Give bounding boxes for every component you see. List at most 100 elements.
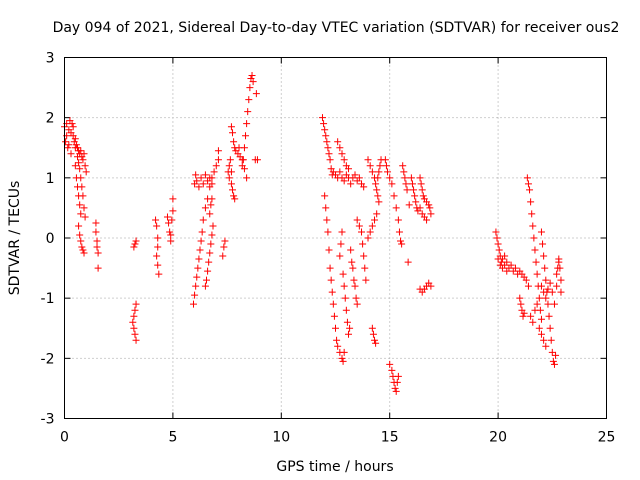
data-point [191,291,199,299]
data-point [398,240,406,248]
data-point [533,300,541,308]
data-point [242,132,250,140]
data-point [74,183,82,191]
data-point [348,258,356,266]
data-point [239,156,247,164]
data-point [511,264,519,272]
data-point [336,144,344,152]
data-point [345,165,353,173]
data-point [382,162,390,170]
data-point [355,222,363,230]
data-point [337,240,345,248]
data-point [245,96,253,104]
data-point [405,201,413,209]
data-point [532,258,540,266]
data-point [368,324,376,332]
data-point [503,267,511,275]
data-point [193,273,201,281]
data-point [392,387,400,395]
data-point [375,168,383,176]
data-point [535,324,543,332]
data-point [338,228,346,236]
data-point [230,138,238,146]
data-point [80,249,88,257]
x-tick-label: 5 [168,430,177,446]
data-point [253,156,261,164]
data-point [549,357,557,365]
data-point [240,165,248,173]
data-point [324,228,332,236]
data-point [404,258,412,266]
data-point [545,312,553,320]
data-point [417,180,425,188]
data-point [401,174,409,182]
data-point [131,240,139,248]
data-point [246,84,254,92]
data-point [351,171,359,179]
y-tick-label: 2 [46,111,55,127]
data-point [394,372,402,380]
y-tick-label: -3 [41,412,55,428]
data-point [79,156,87,164]
data-point [334,342,342,350]
data-point [523,174,531,182]
data-point [229,186,237,194]
data-point [492,228,500,236]
data-point [77,210,85,218]
data-point [371,336,379,344]
data-point [426,204,434,212]
data-point [76,165,84,173]
x-tick-label: 20 [489,430,507,446]
data-point [165,219,173,227]
data-point [548,348,556,356]
data-point [537,228,545,236]
data-point [154,261,162,269]
data-point [423,216,431,224]
data-point [362,276,370,284]
data-point [78,243,86,251]
data-point [555,255,563,263]
data-point [407,174,415,182]
data-point [557,288,565,296]
data-point [72,174,80,182]
data-point [364,156,372,164]
data-point [547,336,555,344]
data-point [358,228,366,236]
data-point [537,315,545,323]
data-point [209,222,217,230]
data-point [214,156,222,164]
data-point [154,234,162,242]
data-point [69,123,77,131]
data-point [494,255,502,263]
data-point [342,306,350,314]
data-point [194,264,202,272]
data-point [529,318,537,326]
data-point [197,174,205,182]
data-point [130,243,138,251]
data-point [75,222,83,230]
data-point [225,174,233,182]
data-point [166,228,174,236]
data-point [501,252,509,260]
data-point [517,300,525,308]
data-point [330,312,338,320]
data-point [546,279,554,287]
data-point [163,213,171,221]
data-point [189,300,197,308]
data-point [527,198,535,206]
data-point [544,300,552,308]
data-point [531,246,539,254]
data-point [131,330,139,338]
grid-lines [64,57,607,419]
data-point [167,231,175,239]
data-point [92,219,100,227]
data-point [230,192,238,200]
data-point [154,243,162,251]
data-point [64,144,72,152]
data-point [328,288,336,296]
data-point [205,258,213,266]
data-point [369,330,377,338]
data-point [326,156,334,164]
data-point [390,192,398,200]
data-point [546,324,554,332]
